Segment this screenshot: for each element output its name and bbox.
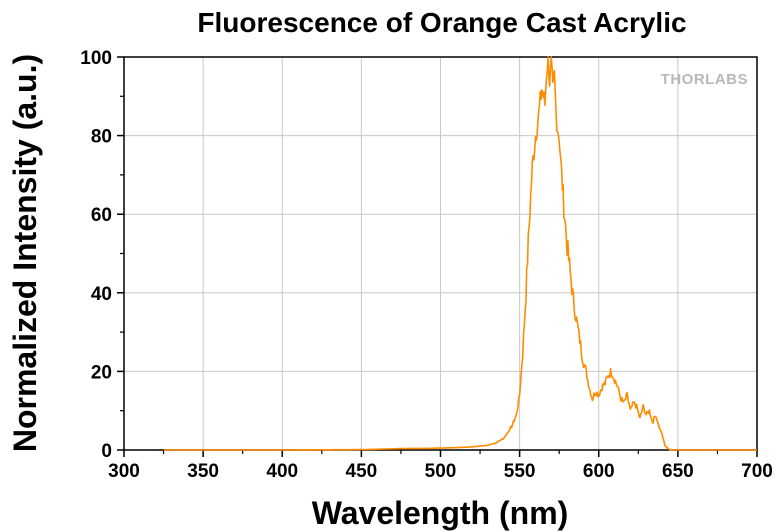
series-line-0 [163,56,758,451]
y-tick-label: 40 [91,284,112,305]
x-tick-label: 350 [187,461,219,482]
series-layer [163,56,758,451]
y-axis-title: Normalized Intensity (a.u.) [7,54,43,452]
y-tick-label: 60 [91,205,112,226]
y-tick-label: 80 [91,127,112,148]
chart-title: Fluorescence of Orange Cast Acrylic [197,7,686,38]
x-tick-label: 550 [504,461,536,482]
thorlabs-logo: THORLABS [661,71,748,88]
y-tick-label: 0 [101,441,112,462]
x-tick-label: 500 [425,461,457,482]
x-tick-label: 400 [266,461,298,482]
x-tick-label: 600 [583,461,615,482]
y-tick-label: 100 [80,48,112,69]
y-tick-label: 20 [91,362,112,383]
x-tick-label: 700 [741,461,773,482]
x-tick-label: 650 [662,461,694,482]
thorlabs-logo-text: THORLABS [661,71,748,88]
x-axis-title: Wavelength (nm) [312,495,569,531]
grid-lines [124,57,757,450]
tick-labels: 300 350 400 450 500 550 600 650 700 0 20 40 60 80 100 [80,48,773,482]
axis-ticks [117,56,758,457]
x-tick-label: 450 [346,461,378,482]
x-tick-label: 300 [108,461,140,482]
